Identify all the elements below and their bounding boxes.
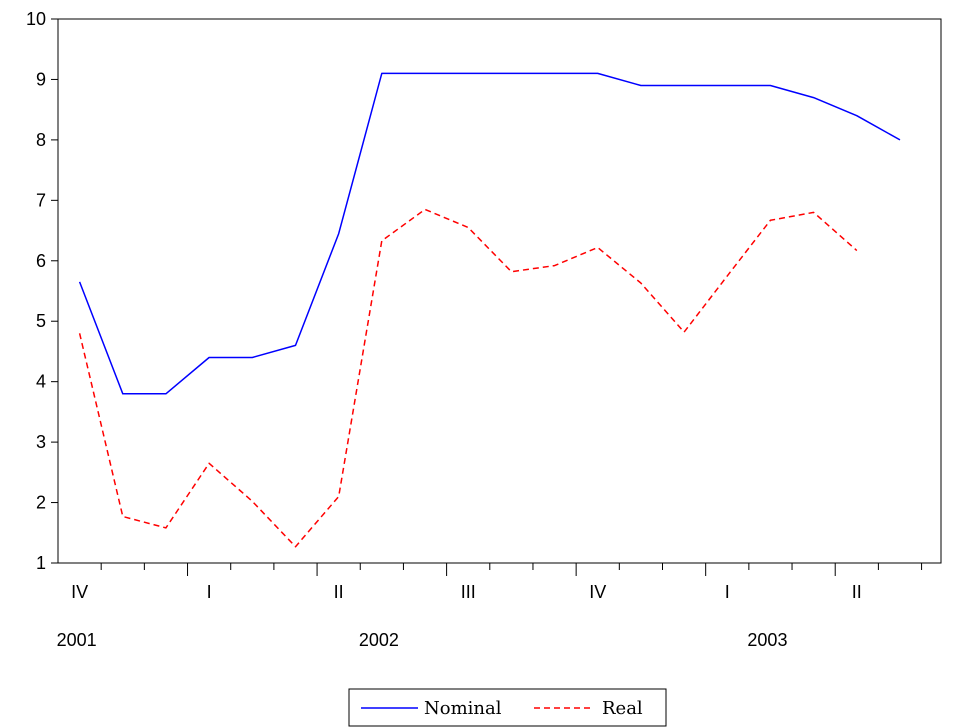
x-quarter-label: III bbox=[461, 582, 476, 602]
x-year-label: 2003 bbox=[747, 630, 787, 650]
y-tick-label: 5 bbox=[36, 311, 46, 331]
series-layer bbox=[78, 72, 901, 548]
y-tick-label: 9 bbox=[36, 69, 46, 89]
y-tick-label: 10 bbox=[26, 9, 46, 29]
plot-frame bbox=[57, 18, 942, 564]
y-axis: 1 2 3 4 5 6 7 8 9 10 bbox=[26, 9, 58, 573]
x-quarter-label: II bbox=[334, 582, 344, 602]
x-quarter-label: I bbox=[207, 582, 212, 602]
y-tick-label: 6 bbox=[36, 251, 46, 271]
x-quarter-label: IV bbox=[589, 582, 606, 602]
x-quarter-label: II bbox=[852, 582, 862, 602]
series-line-nominal bbox=[78, 72, 901, 395]
y-tick-label: 3 bbox=[36, 432, 46, 452]
x-year-label: 2002 bbox=[359, 630, 399, 650]
y-tick-label: 8 bbox=[36, 130, 46, 150]
y-tick-label: 1 bbox=[36, 553, 46, 573]
x-quarter-label: I bbox=[725, 582, 730, 602]
legend-real-label: Real bbox=[602, 698, 643, 719]
y-tick-label: 2 bbox=[36, 493, 46, 513]
legend: Nominal Real bbox=[348, 688, 667, 727]
series-line-real bbox=[78, 208, 858, 548]
legend-nominal-label: Nominal bbox=[424, 698, 502, 719]
y-tick-label: 7 bbox=[36, 190, 46, 210]
y-tick-label: 4 bbox=[36, 372, 46, 392]
x-year-label: 2001 bbox=[57, 630, 97, 650]
x-quarter-label: IV bbox=[71, 582, 88, 602]
